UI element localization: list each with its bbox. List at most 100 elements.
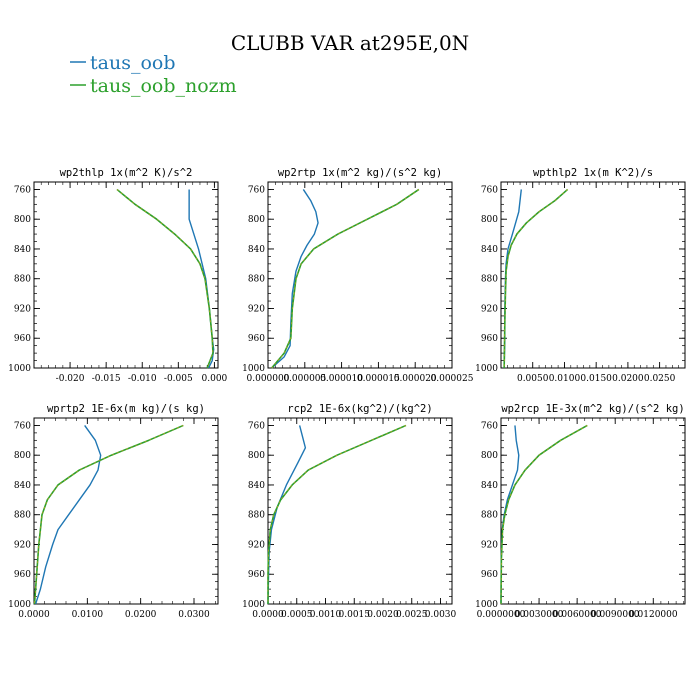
y-tick-label: 1000 xyxy=(475,364,498,374)
y-tick-label: 840 xyxy=(248,245,265,255)
x-tick-label: 0.0010 xyxy=(310,610,342,620)
series-line-taus-oob-nozm xyxy=(503,188,569,369)
y-tick-label: 920 xyxy=(481,304,498,314)
series-line-taus-oob-nozm-dash xyxy=(116,189,214,369)
y-tick-label: 960 xyxy=(481,334,498,344)
series-line-taus-oob-nozm xyxy=(116,188,214,369)
y-tick-label: 840 xyxy=(481,245,498,255)
x-tick-label: -0.015 xyxy=(92,374,121,384)
x-tick-label: 0.000020 xyxy=(394,374,437,384)
x-tick-label: 0.0300 xyxy=(178,610,210,620)
x-tick-label: 0.000000 xyxy=(247,374,290,384)
panel-title: wp2rtp 1x(m^2 kg)/(s^2 kg) xyxy=(278,167,442,179)
x-tick-label: 0.000015 xyxy=(357,374,400,384)
x-tick-label: 0.0000 xyxy=(252,610,284,620)
panel-6: wp2rcp 1E-3x(m^2 kg)/(s^2 kg)760 800 840 88… xyxy=(475,403,686,620)
series-line-taus-oob-nozm-dash xyxy=(503,189,568,369)
y-tick-label: 920 xyxy=(248,540,265,550)
y-tick-label: 800 xyxy=(481,451,498,461)
y-tick-label: 800 xyxy=(248,451,265,461)
series-line-taus-oob-nozm xyxy=(33,424,184,605)
x-tick-label: 0.0015 xyxy=(339,610,371,620)
x-tick-label: 0.000005 xyxy=(283,374,326,384)
panel-title: wp2rcp 1E-3x(m^2 kg)/(s^2 kg) xyxy=(501,403,684,415)
y-tick-label: 960 xyxy=(248,570,265,580)
plot-frame xyxy=(267,181,453,369)
panel-1: wp2thlp 1x(m^2 K)/s^2 760 800 840 880 920 960 1… xyxy=(8,167,227,384)
x-tick-label: -0.010 xyxy=(128,374,157,384)
series-line-taus-oob-nozm xyxy=(500,424,588,605)
y-tick-label: 920 xyxy=(248,304,265,314)
figure-title: CLUBB VAR at295E,0N xyxy=(231,31,469,55)
series-line-taus-oob-nozm-dash xyxy=(34,425,184,605)
legend-label-taus-oob-nozm: taus_oob_nozm xyxy=(90,75,237,97)
y-tick-label: 760 xyxy=(248,421,265,431)
y-tick-label: 1000 xyxy=(475,600,498,610)
panel-4: wprtp2 1E-6x(m kg)/(s kg) 760 800 840 880 920… xyxy=(8,403,219,620)
panel-title: wprtp2 1E-6x(m kg)/(s kg) xyxy=(47,403,205,415)
legend: taus_oob taus_oob_nozm xyxy=(70,52,237,97)
panel-2: wp2rtp 1x(m^2 kg)/(s^2 kg) 760 800 840 880 92… xyxy=(242,167,474,384)
panel-3: wpthlp2 1x(m K^2)/s 760 800 840 880 920 960 100… xyxy=(475,167,686,384)
y-tick-label: 760 xyxy=(248,185,265,195)
y-tick-label: 920 xyxy=(14,304,31,314)
y-tick-label: 840 xyxy=(14,245,31,255)
series-line-taus-oob-nozm-dash xyxy=(500,425,588,605)
legend-label-taus-oob: taus_oob xyxy=(90,52,176,74)
panel-title: rcp2 1E-6x(kg^2)/(kg^2) xyxy=(287,403,432,415)
y-tick-label: 800 xyxy=(248,215,265,225)
y-tick-label: 960 xyxy=(14,570,31,580)
series-line-taus-oob xyxy=(271,189,319,369)
x-tick-label: 0.0025 xyxy=(396,610,428,620)
y-tick-label: 840 xyxy=(248,481,265,491)
plot-frame xyxy=(500,417,686,605)
y-tick-label: 880 xyxy=(14,511,31,521)
y-tick-label: 920 xyxy=(481,540,498,550)
x-tick-label: 0.0090000 xyxy=(591,610,640,620)
x-tick-label: 0.0020 xyxy=(367,610,399,620)
y-tick-label: 760 xyxy=(14,421,31,431)
x-tick-label: 0.000010 xyxy=(320,374,363,384)
x-tick-label: -0.020 xyxy=(56,374,85,384)
y-tick-label: 800 xyxy=(481,215,498,225)
series-line-taus-oob xyxy=(188,189,215,369)
y-tick-label: 880 xyxy=(481,511,498,521)
y-tick-label: 760 xyxy=(481,421,498,431)
x-tick-label: 0.0000000 xyxy=(477,610,526,620)
panel-5: rcp2 1E-6x(kg^2)/(kg^2) 760 800 840 880 920 96… xyxy=(242,403,456,620)
x-tick-label: -0.005 xyxy=(164,374,193,384)
y-tick-label: 760 xyxy=(14,185,31,195)
x-tick-label: 0.0200 xyxy=(612,374,644,384)
y-tick-label: 880 xyxy=(248,511,265,521)
series-line-taus-oob-nozm-dash xyxy=(271,189,420,369)
series-line-taus-oob xyxy=(500,425,520,605)
x-tick-label: 0.000025 xyxy=(431,374,474,384)
x-tick-label: 0.0150 xyxy=(580,374,612,384)
y-tick-label: 1000 xyxy=(242,600,265,610)
x-tick-label: 0.0060000 xyxy=(553,610,602,620)
series-line-taus-oob xyxy=(34,425,102,605)
y-tick-label: 960 xyxy=(481,570,498,580)
y-tick-label: 880 xyxy=(248,275,265,285)
x-tick-label: 0.0000 xyxy=(18,610,50,620)
y-tick-label: 920 xyxy=(14,540,31,550)
y-tick-label: 760 xyxy=(481,185,498,195)
y-tick-label: 840 xyxy=(14,481,31,491)
x-tick-label: 0.0030000 xyxy=(515,610,564,620)
y-tick-label: 840 xyxy=(481,481,498,491)
y-tick-label: 800 xyxy=(14,451,31,461)
x-tick-label: 0.0005 xyxy=(281,610,313,620)
plot-frame xyxy=(33,181,219,369)
y-tick-label: 1000 xyxy=(8,364,31,374)
y-tick-label: 880 xyxy=(14,275,31,285)
y-tick-label: 880 xyxy=(481,275,498,285)
y-tick-label: 1000 xyxy=(8,600,31,610)
series-line-taus-oob-nozm xyxy=(267,424,407,604)
x-tick-label: 0.0120000 xyxy=(629,610,678,620)
plot-frame xyxy=(33,417,219,605)
x-tick-label: 0.0030 xyxy=(425,610,457,620)
series-line-taus-oob-nozm-dash xyxy=(267,425,407,604)
panels: wp2thlp 1x(m^2 K)/s^2 760 800 840 880 920 960 1… xyxy=(8,167,686,620)
x-tick-label: 0.0100 xyxy=(549,374,581,384)
